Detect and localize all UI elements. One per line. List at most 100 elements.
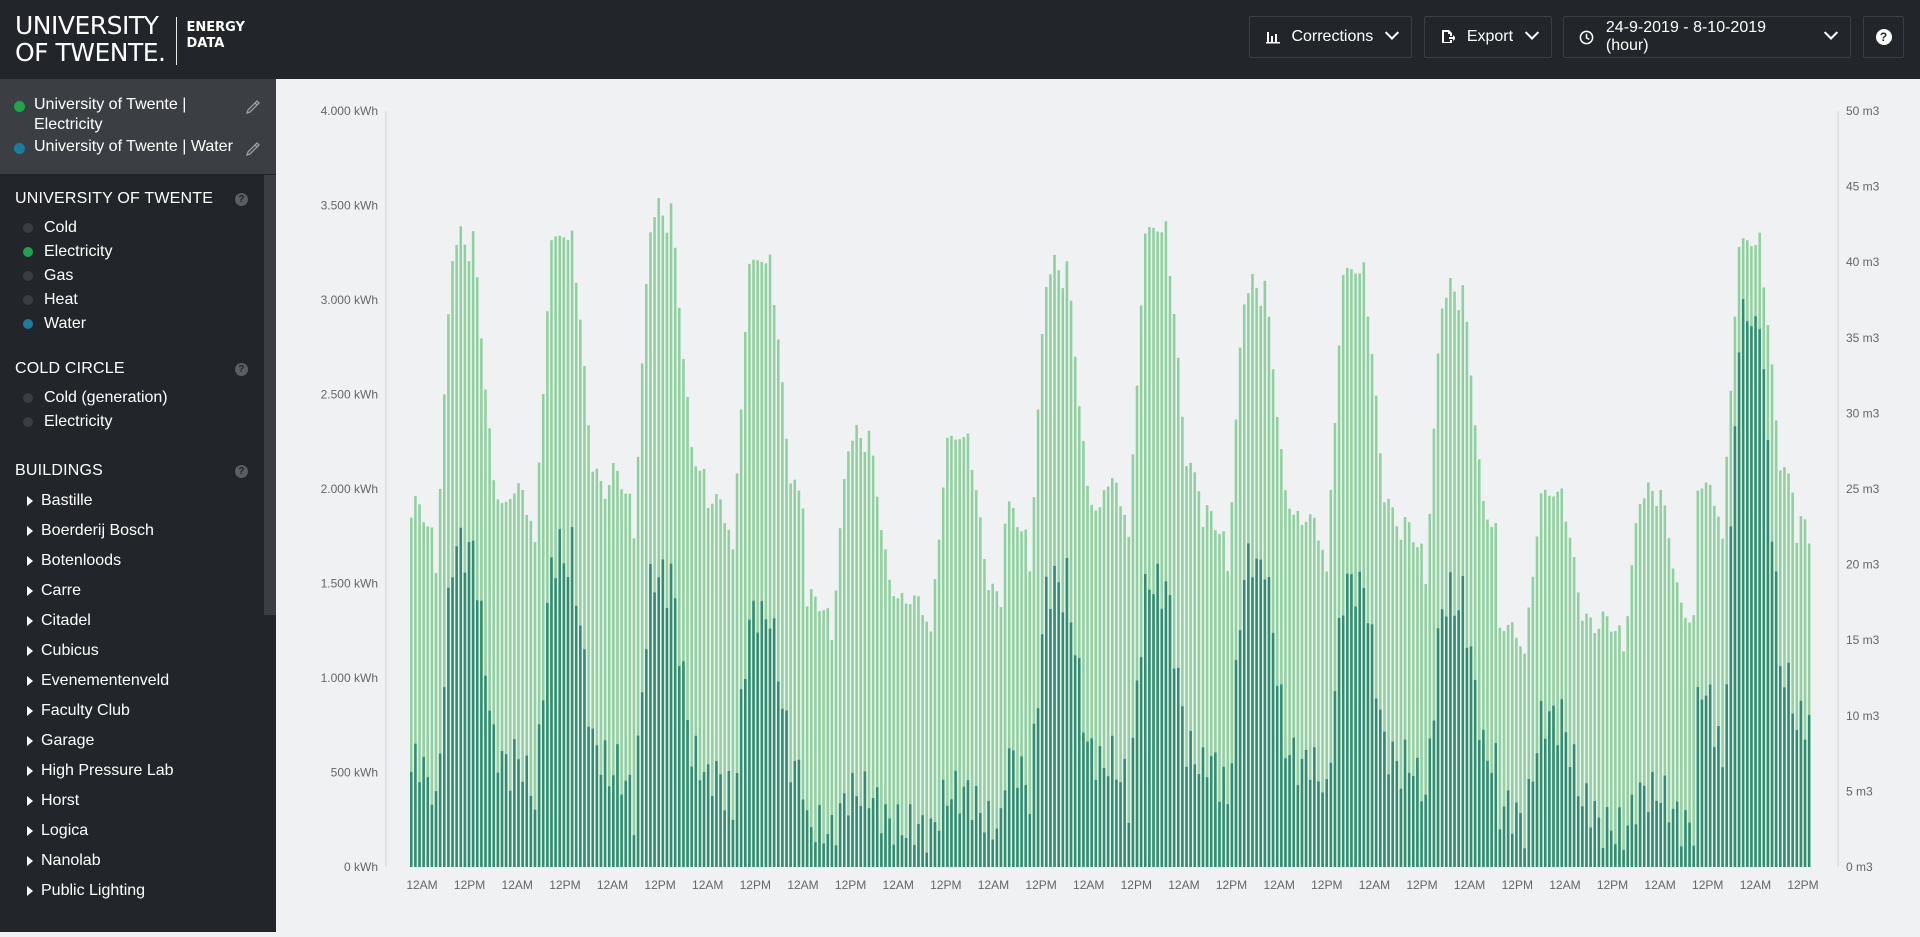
help-icon[interactable]: ?	[235, 363, 248, 376]
right-tick-label: 0 m3	[1846, 860, 1873, 874]
legend-item-cold[interactable]: Cold	[15, 216, 261, 240]
water-bar	[1061, 612, 1065, 867]
electricity-bar	[702, 468, 706, 867]
legend-item-cold-generation[interactable]: Cold (generation)	[15, 386, 261, 410]
selected-series-water[interactable]: University of Twente | Water	[0, 137, 276, 160]
corrections-button[interactable]: Corrections	[1249, 16, 1412, 58]
electricity-bar	[1535, 536, 1539, 867]
water-bar	[496, 772, 500, 867]
selected-series-electricity[interactable]: University of Twente | Electricity	[0, 95, 276, 135]
expand-caret-icon[interactable]	[27, 796, 33, 806]
building-item[interactable]: High Pressure Lab	[15, 756, 261, 786]
building-item[interactable]: Boerderij Bosch	[15, 516, 261, 546]
electricity-bar	[422, 522, 425, 867]
electricity-bar	[875, 496, 879, 867]
building-item[interactable]: Evenementenveld	[15, 666, 261, 696]
expand-caret-icon[interactable]	[27, 676, 33, 686]
building-item[interactable]: Nanolab	[15, 846, 261, 876]
water-bar	[533, 809, 537, 867]
color-picker-icon[interactable]	[244, 140, 262, 158]
water-bar	[546, 602, 549, 867]
water-bar	[896, 804, 900, 867]
electricity-bar	[781, 382, 784, 867]
building-item[interactable]: Bastille	[15, 486, 261, 516]
expand-caret-icon[interactable]	[27, 886, 33, 896]
electricity-bar	[1440, 308, 1444, 867]
legend-item-water[interactable]: Water	[15, 312, 261, 336]
help-icon[interactable]: ?	[235, 465, 248, 478]
expand-caret-icon[interactable]	[27, 556, 33, 566]
electricity-bar	[1424, 583, 1427, 867]
expand-caret-icon[interactable]	[27, 766, 33, 776]
color-picker-icon[interactable]	[244, 98, 262, 116]
help-icon[interactable]: ?	[235, 193, 248, 206]
electricity-bar	[616, 470, 619, 867]
water-bar	[1424, 794, 1427, 867]
water-bar	[809, 827, 813, 867]
building-item[interactable]: Garage	[15, 726, 261, 756]
water-bar	[1655, 800, 1658, 867]
electricity-bar	[1135, 385, 1139, 867]
building-item[interactable]: Logica	[15, 816, 261, 846]
water-bar	[529, 795, 533, 867]
expand-caret-icon[interactable]	[27, 646, 33, 656]
expand-caret-icon[interactable]	[27, 586, 33, 596]
building-item[interactable]: Botenloods	[15, 546, 261, 576]
electricity-bar	[1123, 514, 1126, 867]
legend-item-gas[interactable]: Gas	[15, 264, 261, 288]
building-item[interactable]: Faculty Club	[15, 696, 261, 726]
electricity-bar	[1197, 491, 1201, 867]
electricity-bar	[1152, 227, 1155, 867]
building-item[interactable]: Carre	[15, 576, 261, 606]
electricity-bar	[640, 363, 644, 867]
building-item[interactable]: Citadel	[15, 606, 261, 636]
x-tick-label: 12PM	[740, 878, 771, 892]
water-bar	[1746, 321, 1749, 867]
expand-caret-icon[interactable]	[27, 826, 33, 836]
legend-item-heat[interactable]: Heat	[15, 288, 261, 312]
building-item[interactable]: Public Lighting	[15, 876, 261, 906]
university-logo[interactable]: UNIVERSITY OF TWENTE. ENERGY DATA	[15, 12, 245, 66]
help-button[interactable]: ?	[1863, 16, 1904, 58]
expand-caret-icon[interactable]	[27, 706, 33, 716]
legend-item-electricity[interactable]: Electricity	[15, 240, 261, 264]
water-bar	[1477, 740, 1481, 867]
expand-caret-icon[interactable]	[27, 856, 33, 866]
right-tick-label: 50 m3	[1846, 104, 1880, 118]
date-range-button[interactable]: 24-9-2019 - 8-10-2019 (hour)	[1563, 16, 1851, 58]
electricity-bar	[554, 236, 557, 867]
x-tick-label: 12AM	[406, 878, 437, 892]
electricity-bar	[772, 304, 776, 867]
x-tick-label: 12AM	[1264, 878, 1295, 892]
expand-caret-icon[interactable]	[27, 526, 33, 536]
expand-caret-icon[interactable]	[27, 736, 33, 746]
legend-item-cold-electricity[interactable]: Electricity	[15, 410, 261, 434]
water-bar	[793, 760, 797, 867]
expand-caret-icon[interactable]	[27, 616, 33, 626]
electricity-bar	[1502, 631, 1506, 867]
electricity-bar	[562, 237, 566, 868]
water-bar	[1457, 610, 1460, 867]
building-item[interactable]: Cubicus	[15, 636, 261, 666]
building-item[interactable]: Horst	[15, 786, 261, 816]
electricity-bar	[979, 517, 982, 867]
water-bar	[1325, 779, 1328, 867]
electricity-bar	[785, 438, 788, 867]
sidebar-scrollbar[interactable]	[264, 175, 276, 615]
electricity-bar	[1012, 508, 1015, 867]
water-bar	[418, 782, 421, 867]
water-bar	[1300, 758, 1304, 867]
water-bar	[1197, 774, 1201, 867]
water-bar	[1012, 750, 1015, 867]
expand-caret-icon[interactable]	[27, 496, 33, 506]
electricity-bar	[715, 494, 718, 867]
water-bar	[1317, 781, 1320, 867]
electricity-bar	[1292, 514, 1295, 867]
legend-label: Cold	[44, 219, 77, 236]
water-bar	[1086, 741, 1089, 867]
water-bar	[1671, 808, 1675, 867]
export-button[interactable]: Export	[1424, 16, 1552, 58]
water-bar	[595, 745, 599, 867]
water-bar	[1379, 709, 1382, 867]
electricity-bar	[1543, 489, 1547, 867]
